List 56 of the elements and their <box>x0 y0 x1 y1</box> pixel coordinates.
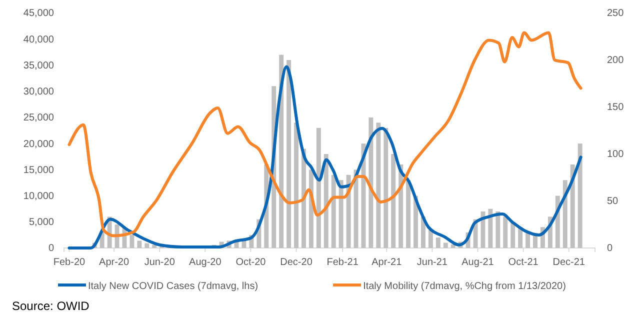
bar <box>436 238 440 248</box>
y2-tick-label: 100 <box>607 149 624 160</box>
line-series <box>68 31 582 238</box>
bar <box>391 154 396 248</box>
bar <box>443 242 448 248</box>
x-tick-label: Oct-21 <box>508 257 539 268</box>
x-tick-label: Feb-20 <box>53 257 86 268</box>
legend-label: Italy Mobility (7dmavg, %Chg from 1/13/2020) <box>363 281 566 292</box>
bar <box>428 230 433 248</box>
x-tick-label: Dec-21 <box>552 257 586 268</box>
y2-tick-label: 200 <box>607 55 624 66</box>
bar <box>354 170 358 248</box>
x-tick-label: Oct-20 <box>236 257 266 268</box>
y2-tick-label: 150 <box>607 102 624 114</box>
x-tick-label: Dec-20 <box>280 257 313 268</box>
y-tick-label: 5,000 <box>28 217 54 228</box>
bar <box>578 144 582 248</box>
bar <box>384 128 388 248</box>
y-tick-label: 10,000 <box>23 190 54 202</box>
y2-tick-label: 0 <box>607 243 613 254</box>
bar <box>496 211 500 248</box>
y-tick-label: 25,000 <box>23 112 54 124</box>
bar <box>376 122 381 248</box>
bar <box>331 174 336 248</box>
line-series <box>68 65 582 250</box>
x-tick-label: Jun-21 <box>416 257 448 268</box>
bar <box>152 244 157 248</box>
y-tick-label: 30,000 <box>23 86 54 98</box>
x-tick-label: Apr-20 <box>99 257 130 268</box>
x-tick-label: Feb-21 <box>326 257 359 268</box>
y-tick-label: 35,000 <box>23 60 54 72</box>
bar <box>130 234 134 248</box>
bar <box>406 180 411 248</box>
x-tick-label: Aug-21 <box>462 257 494 268</box>
bar <box>137 240 142 248</box>
x-tick-label: Aug-20 <box>189 257 222 268</box>
y-tick-label: 20,000 <box>23 138 54 150</box>
bar <box>144 243 150 248</box>
y-tick-label: 0 <box>48 243 54 254</box>
bar <box>570 164 575 248</box>
bar <box>503 216 508 248</box>
y-tick-label: 45,000 <box>23 8 54 20</box>
bar <box>510 222 516 248</box>
y-tick-label: 15,000 <box>23 164 54 176</box>
y2-tick-label: 50 <box>607 196 619 208</box>
bar <box>488 208 493 248</box>
legend-label: Italy New COVID Cases (7dmavg, lhs) <box>88 281 258 292</box>
bar <box>294 122 299 248</box>
y-tick-label: 40,000 <box>23 34 54 46</box>
bar <box>286 60 292 248</box>
x-tick-label: Jun-20 <box>144 257 176 268</box>
bar <box>480 211 486 248</box>
y2-tick-label: 250 <box>607 8 624 20</box>
source-note: Source: OWID <box>12 299 90 313</box>
bar <box>316 128 321 248</box>
x-tick-label: Apr-21 <box>372 257 402 268</box>
